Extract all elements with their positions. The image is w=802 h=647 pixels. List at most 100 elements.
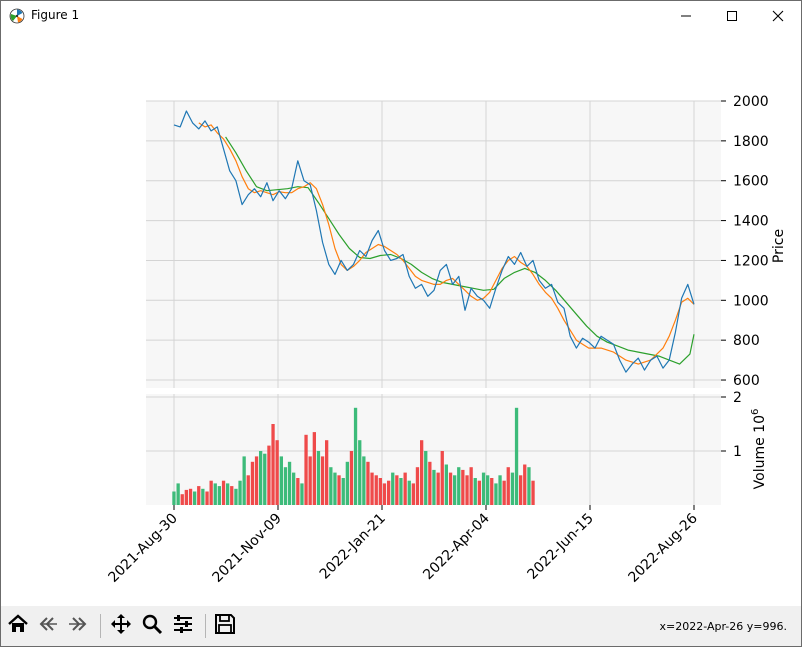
volume-bar: [403, 472, 407, 505]
volume-bar: [329, 467, 333, 505]
volume-bar: [283, 467, 288, 505]
volume-bar: [287, 461, 292, 505]
volume-bar: [370, 472, 374, 505]
volume-bar: [519, 475, 523, 505]
volume-y-ticks: 21: [721, 390, 742, 460]
save-button[interactable]: [211, 612, 239, 640]
volume-bar: [457, 467, 461, 505]
volume-bar: [353, 407, 358, 505]
volume-bar: [300, 483, 304, 505]
home-icon: [7, 613, 29, 639]
volume-bar: [527, 467, 531, 505]
volume-bar: [358, 440, 362, 505]
x-tick-label: 2021-Aug-30: [105, 511, 180, 586]
volume-bar: [486, 475, 490, 505]
volume-bar: [415, 467, 420, 505]
volume-bar: [378, 478, 382, 505]
volume-bar: [304, 434, 308, 505]
volume-bar: [279, 456, 283, 505]
x-tick-label: 2021-Nov-09: [210, 511, 285, 586]
volume-bar: [197, 486, 201, 505]
minimize-button[interactable]: [663, 1, 709, 31]
volume-bar: [477, 480, 481, 505]
volume-bar: [238, 480, 242, 505]
price-lines: [173, 110, 695, 373]
save-icon: [214, 613, 236, 639]
volume-bar: [366, 461, 370, 505]
matplotlib-logo-icon: [9, 8, 25, 24]
price-tick-label: 600: [733, 373, 760, 389]
volume-bar: [531, 480, 535, 505]
window-title: Figure 1: [31, 8, 80, 22]
volume-bar: [213, 483, 217, 505]
volume-bar: [399, 478, 403, 505]
volume-bar: [180, 494, 184, 505]
forward-button[interactable]: [64, 612, 92, 640]
volume-bar: [337, 475, 341, 505]
volume-bar: [221, 480, 226, 505]
price-tick-label: 2000: [733, 94, 769, 110]
navigation-toolbar: x=2022-Apr-26 y=996.: [1, 606, 801, 646]
close-icon: [772, 10, 784, 22]
volume-bar: [461, 469, 465, 505]
pan-button[interactable]: [107, 612, 135, 640]
volume-bar: [502, 480, 506, 505]
pan-icon: [110, 613, 132, 639]
volume-bar: [234, 488, 238, 505]
volume-bar: [316, 451, 321, 505]
volume-bar: [494, 483, 498, 505]
price-tick-label: 1200: [733, 253, 769, 269]
volume-bar: [184, 489, 188, 505]
back-button[interactable]: [34, 612, 62, 640]
volume-bar: [193, 491, 197, 505]
volume-bar: [506, 467, 510, 505]
price-axis-label: Price: [771, 229, 787, 263]
volume-bar: [481, 472, 486, 505]
volume-bar: [448, 472, 453, 505]
price-y-ticks: 2000 1800 1600 1400 1200 1000 800 600: [721, 94, 769, 389]
configure-subplots-button[interactable]: [169, 612, 197, 640]
volume-bar: [490, 478, 494, 505]
volume-bar: [296, 478, 300, 505]
zoom-button[interactable]: [138, 612, 166, 640]
forward-icon: [67, 613, 89, 639]
volume-bar: [254, 456, 259, 505]
volume-bar: [411, 483, 415, 505]
volume-bar: [325, 440, 329, 505]
volume-bar: [514, 407, 519, 505]
volume-bar: [382, 483, 387, 505]
home-button[interactable]: [4, 612, 32, 640]
volume-bar: [333, 472, 337, 505]
back-icon: [37, 613, 59, 639]
volume-bar: [374, 475, 378, 505]
window-titlebar: Figure 1: [1, 1, 801, 31]
volume-bar: [453, 475, 457, 505]
close-button[interactable]: [755, 1, 801, 31]
price-tick-label: 1000: [733, 293, 769, 309]
volume-bar: [201, 488, 205, 505]
volume-bar: [205, 491, 209, 505]
volume-bar: [172, 491, 176, 505]
toolbar-separator: [100, 614, 101, 638]
x-tick-label: 2022-Jan-21: [317, 511, 389, 583]
volume-bar: [523, 464, 527, 505]
volume-bar: [444, 464, 448, 505]
volume-bar: [246, 475, 250, 505]
configure-subplots-icon: [172, 613, 194, 639]
volume-bar: [349, 451, 354, 505]
x-axis-ticks: 2021-Aug-30 2021-Nov-09 2022-Jan-21 2022-Ap…: [105, 505, 701, 586]
volume-bar: [432, 469, 436, 505]
price-tick-label: 1800: [733, 134, 769, 150]
price-series-close: [173, 110, 695, 373]
volume-bar: [312, 432, 316, 505]
volume-bar: [242, 456, 246, 505]
volume-axis-label: Volume 106: [750, 409, 768, 490]
x-tick-label: 2022-Apr-04: [420, 510, 493, 583]
x-tick-label: 2022-Jun-15: [525, 511, 597, 583]
volume-bar: [469, 467, 473, 505]
volume-bar: [292, 472, 296, 505]
price-grid: [146, 100, 721, 388]
maximize-button[interactable]: [709, 1, 755, 31]
